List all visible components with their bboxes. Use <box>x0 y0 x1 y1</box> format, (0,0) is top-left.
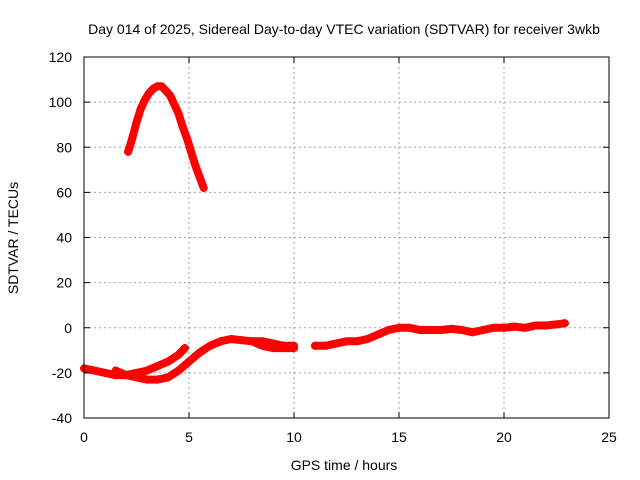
data-point <box>180 344 189 353</box>
data-point <box>353 337 361 346</box>
data-point <box>542 321 550 330</box>
data-point <box>258 341 267 350</box>
data-point <box>140 95 149 104</box>
data-point <box>170 100 179 109</box>
data-point <box>500 323 508 332</box>
data-point <box>166 91 175 100</box>
data-point <box>237 336 246 345</box>
series-arc-1 <box>124 82 208 192</box>
x-tick-label: 10 <box>286 429 302 445</box>
data-point <box>174 350 183 359</box>
x-tick-label: 15 <box>391 429 407 445</box>
data-point <box>178 122 187 131</box>
data-point <box>164 357 172 366</box>
x-tick-label: 5 <box>185 429 193 445</box>
data-point <box>279 344 288 353</box>
data-point <box>195 348 204 357</box>
data-point <box>342 337 351 346</box>
data-point <box>191 161 200 170</box>
y-tick-label: 100 <box>49 94 73 110</box>
data-point <box>531 321 540 330</box>
data-point <box>468 328 477 337</box>
data-point <box>128 134 137 143</box>
data-point <box>374 330 382 339</box>
series-arc-4 <box>248 337 298 353</box>
data-point <box>174 366 183 375</box>
series-arc-5 <box>311 319 569 350</box>
data-point <box>149 84 158 93</box>
data-point <box>195 172 204 181</box>
data-point <box>101 368 109 377</box>
data-point <box>332 339 340 348</box>
data-point <box>182 134 191 143</box>
data-point <box>290 344 298 353</box>
data-point <box>216 337 225 346</box>
data-point <box>132 118 141 127</box>
data-point <box>143 366 151 375</box>
data-point <box>437 326 445 335</box>
data-point <box>426 326 435 335</box>
data-point <box>552 320 561 329</box>
y-tick-label: 120 <box>49 49 73 65</box>
data-point <box>363 335 372 344</box>
data-point <box>164 373 172 382</box>
series-arc-2 <box>80 344 189 380</box>
data-point <box>447 324 456 333</box>
data-point <box>206 341 214 350</box>
data-point <box>124 147 133 156</box>
data-point <box>90 366 99 375</box>
data-point <box>405 323 414 332</box>
x-axis-label: GPS time / hours <box>291 457 398 473</box>
y-tick-label: -20 <box>52 365 72 381</box>
data-point <box>479 326 487 335</box>
data-point <box>132 373 141 382</box>
data-point <box>510 322 519 331</box>
y-tick-label: 80 <box>56 139 72 155</box>
data-point <box>227 335 235 344</box>
data-point <box>161 86 170 95</box>
data-point <box>145 89 154 98</box>
data-point <box>199 183 208 192</box>
data-point <box>136 104 145 113</box>
data-point <box>321 341 330 350</box>
data-point <box>153 362 162 371</box>
y-tick-label: 0 <box>64 320 72 336</box>
data-point <box>174 109 183 118</box>
data-point <box>248 337 256 346</box>
data-point <box>269 344 277 353</box>
x-tick-label: 25 <box>601 429 617 445</box>
y-tick-label: 40 <box>56 230 72 246</box>
y-tick-label: 20 <box>56 275 72 291</box>
y-tick-label: 60 <box>56 184 72 200</box>
y-axis-label: SDTVAR / TECUs <box>5 182 21 294</box>
data-point <box>489 323 498 332</box>
data-point <box>187 147 196 156</box>
x-tick-label: 20 <box>496 429 512 445</box>
data-point <box>157 82 166 91</box>
data-point <box>111 366 120 375</box>
series-layer <box>80 82 569 384</box>
chart-title: Day 014 of 2025, Sidereal Day-to-day VTE… <box>88 21 600 37</box>
data-point <box>560 319 569 328</box>
data-point <box>153 375 162 384</box>
y-tick-label: -40 <box>52 410 72 426</box>
data-point <box>384 326 393 335</box>
data-point <box>311 341 319 350</box>
ticks: 0 5 10 15 20 25 -40 -20 0 20 40 60 80 100 120 <box>49 49 617 445</box>
data-point <box>395 323 403 332</box>
data-point <box>122 371 130 380</box>
data-point <box>143 375 151 384</box>
data-point <box>416 326 424 335</box>
x-tick-label: 0 <box>80 429 88 445</box>
data-point <box>458 326 466 335</box>
data-point <box>185 357 193 366</box>
data-point <box>521 323 529 332</box>
